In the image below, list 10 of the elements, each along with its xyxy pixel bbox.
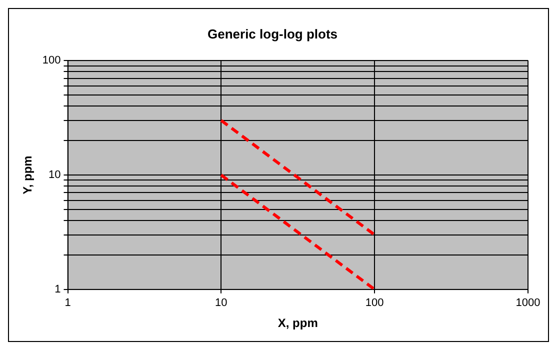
x-tick-label: 100 (365, 297, 384, 310)
y-tick-label: 1 (54, 283, 61, 296)
x-axis-title: X, ppm (278, 316, 318, 330)
x-tick-label: 1 (64, 297, 71, 310)
x-tick-label: 10 (215, 297, 228, 310)
y-tick-label: 100 (42, 54, 61, 67)
y-axis-title: Y, ppm (20, 156, 35, 194)
chart-title: Generic log-log plots (207, 26, 338, 42)
y-tick-label: 10 (48, 169, 61, 182)
x-tick-label: 1000 (516, 297, 540, 310)
